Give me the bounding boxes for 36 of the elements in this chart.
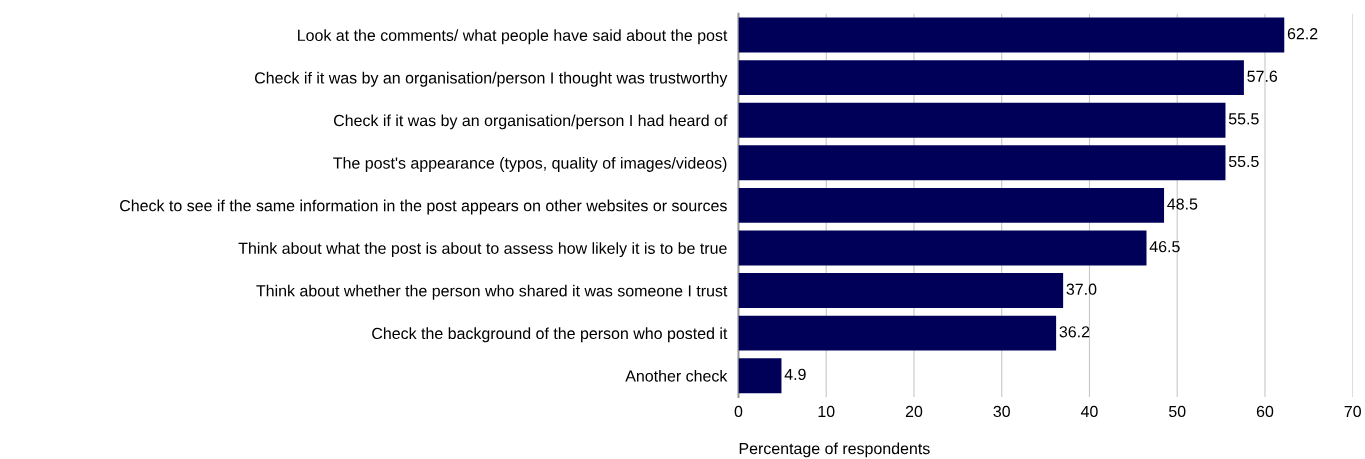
y-tick-label: Look at the comments/ what people have said about the post — [298, 29, 728, 45]
bar — [738, 102, 1226, 138]
x-tick-label: 50 — [1168, 405, 1186, 418]
y-tick-label: Check if it was by an organisation/person I thought was trustworthy — [255, 71, 728, 87]
x-tick-label: 0 — [734, 405, 743, 418]
bar — [738, 315, 1057, 351]
data-label: 57.6 — [1247, 70, 1278, 82]
y-tick-label: Think about what the post is about to assess how likely it is to be true — [238, 242, 727, 258]
bar — [738, 187, 1165, 223]
x-tick-label: 30 — [993, 405, 1010, 418]
y-tick-label: Another check — [625, 369, 728, 382]
bar — [738, 17, 1285, 53]
y-tick-label: Think about whether the person who shared it was someone I trust — [256, 284, 728, 300]
x-tick-label: 40 — [1080, 405, 1098, 418]
data-label: 37.0 — [1066, 283, 1097, 295]
x-axis-title: Percentage of respondents — [739, 442, 930, 458]
data-label: 48.5 — [1167, 198, 1198, 210]
x-tick-label: 20 — [905, 405, 923, 418]
y-tick-label: The post's appearance (typos, quality of images/videos) — [333, 157, 727, 172]
bar — [738, 145, 1226, 181]
x-tick-label: 60 — [1256, 405, 1274, 418]
bar — [738, 230, 1147, 266]
data-label: 36.2 — [1059, 326, 1090, 338]
data-label: 55.5 — [1228, 113, 1259, 125]
y-tick-label: Check the background of the person who posted it — [372, 327, 728, 343]
data-label: 62.2 — [1287, 28, 1318, 40]
y-tick-label: Check if it was by an organisation/person I had heard of — [333, 114, 728, 130]
bar — [738, 273, 1064, 309]
data-label: 4.9 — [784, 368, 806, 381]
data-label: 46.5 — [1149, 240, 1180, 253]
y-tick-label: Check to see if the same information in the post appears on other websites or sources — [120, 199, 727, 215]
bar — [738, 358, 782, 394]
x-tick-label: 70 — [1344, 405, 1361, 418]
x-tick-label: 10 — [818, 405, 835, 418]
data-label: 55.5 — [1228, 155, 1259, 168]
bar — [738, 60, 1244, 96]
